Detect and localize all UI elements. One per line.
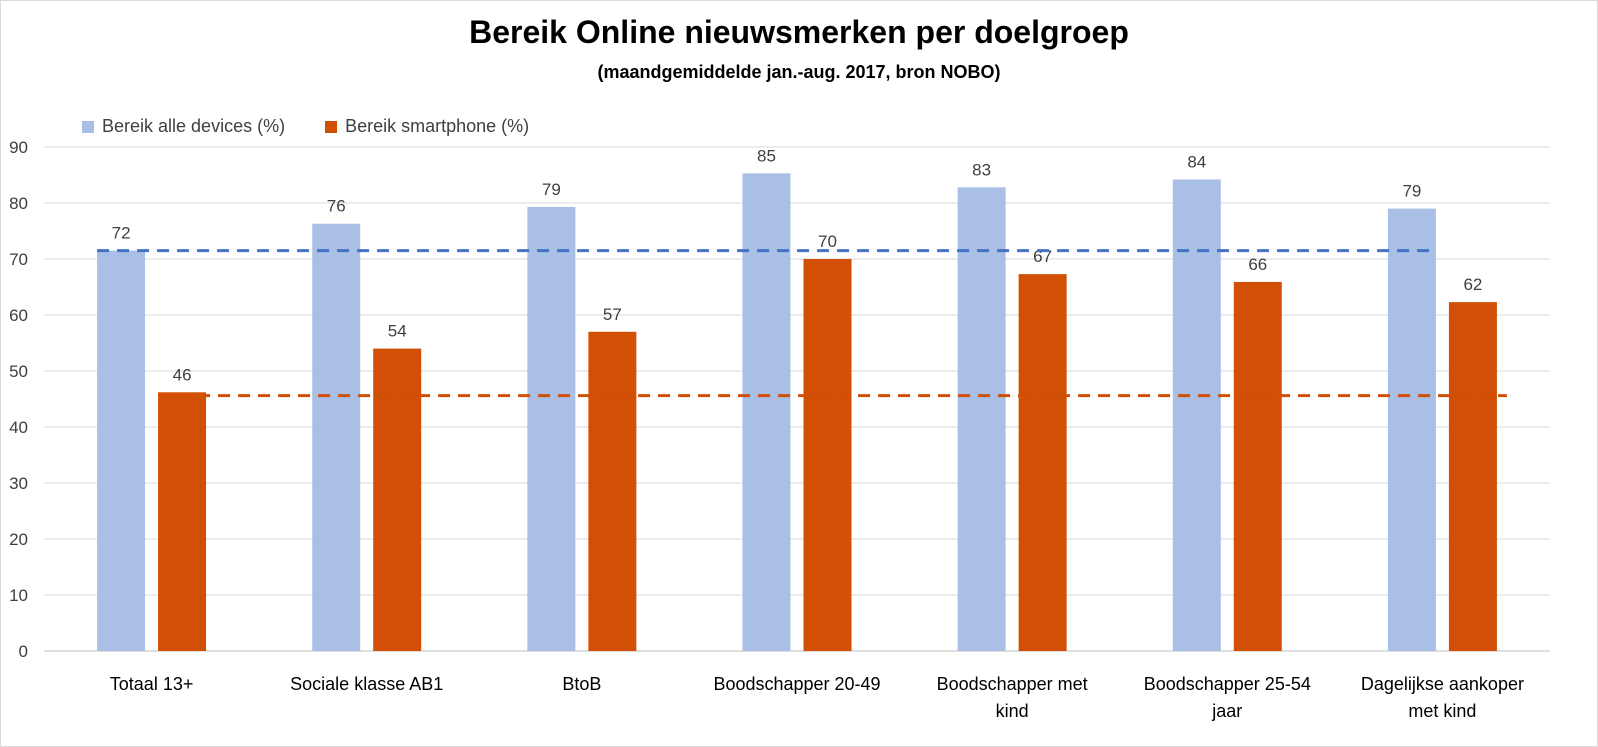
legend-item-smartphone: Bereik smartphone (%) <box>325 116 529 137</box>
data-label: 46 <box>173 365 192 384</box>
bar <box>1018 274 1067 651</box>
legend-item-all-devices: Bereik alle devices (%) <box>82 116 285 137</box>
x-tick-label: Boodschapper 25-54 <box>1144 674 1311 694</box>
data-label: 84 <box>1187 152 1206 171</box>
data-label: 85 <box>757 146 776 165</box>
y-tick-label: 10 <box>9 586 28 605</box>
y-tick-label: 60 <box>9 306 28 325</box>
y-tick-label: 90 <box>9 138 28 157</box>
x-tick-label: met kind <box>1408 701 1476 721</box>
legend-label-smartphone: Bereik smartphone (%) <box>345 116 530 136</box>
bar <box>1172 179 1221 652</box>
x-tick-label: Totaal 13+ <box>110 674 194 694</box>
data-label: 76 <box>327 197 346 216</box>
legend-swatch-smartphone <box>325 120 338 133</box>
y-tick-label: 70 <box>9 250 28 269</box>
data-label: 57 <box>603 305 622 324</box>
x-tick-label: Dagelijkse aankoper <box>1361 674 1524 694</box>
bar <box>527 206 576 652</box>
legend-swatch-all-devices <box>82 120 94 133</box>
bar <box>158 392 207 651</box>
y-tick-label: 80 <box>9 194 28 213</box>
x-tick-label: Boodschapper met <box>937 674 1088 694</box>
bar <box>588 331 637 651</box>
bar <box>803 259 852 651</box>
y-tick-label: 40 <box>9 418 28 437</box>
y-tick-label: 0 <box>19 642 28 661</box>
data-label: 79 <box>542 180 561 199</box>
data-label: 62 <box>1463 275 1482 294</box>
bar <box>1448 302 1497 651</box>
bar <box>97 250 146 651</box>
x-tick-label: BtoB <box>562 674 601 694</box>
data-label: 72 <box>112 224 131 243</box>
bar <box>1233 281 1282 651</box>
chart-title: Bereik Online nieuwsmerken per doelgroep <box>469 14 1129 50</box>
y-tick-label: 20 <box>9 530 28 549</box>
chart-subtitle: (maandgemiddelde jan.-aug. 2017, bron NO… <box>597 62 1001 82</box>
bar <box>1387 208 1436 651</box>
x-tick-label: jaar <box>1211 701 1242 721</box>
bar <box>957 187 1006 651</box>
y-tick-label: 50 <box>9 362 28 381</box>
data-label: 54 <box>388 322 407 341</box>
data-label: 70 <box>818 232 837 251</box>
x-tick-label: Sociale klasse AB1 <box>290 674 443 694</box>
legend: Bereik alle devices (%) Bereik smartphon… <box>82 116 529 137</box>
bar <box>373 348 422 651</box>
bar <box>312 223 361 651</box>
data-label: 83 <box>972 160 991 179</box>
x-tick-label: kind <box>996 701 1029 721</box>
y-tick-label: 30 <box>9 474 28 493</box>
data-label: 79 <box>1402 182 1421 201</box>
data-label: 66 <box>1248 255 1267 274</box>
legend-label-all-devices: Bereik alle devices (%) <box>102 116 286 136</box>
bar <box>742 173 791 651</box>
x-tick-label: Boodschapper 20-49 <box>713 674 880 694</box>
